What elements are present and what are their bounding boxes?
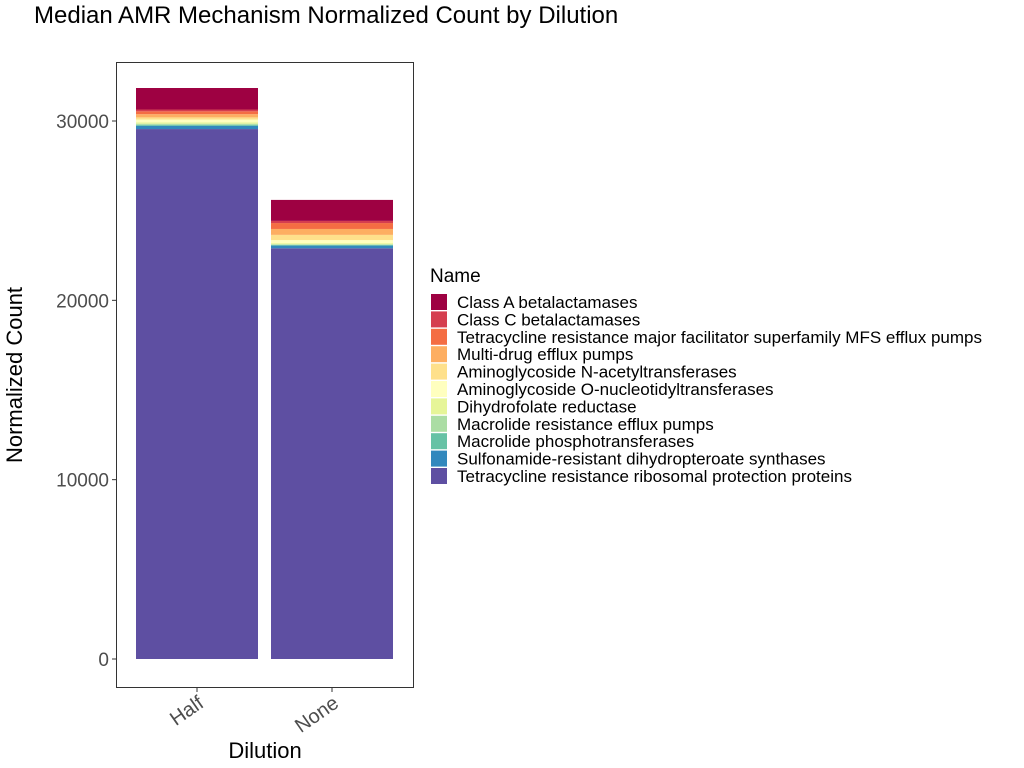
bar-segment-none-4 xyxy=(271,243,393,245)
legend-label: Multi-drug efflux pumps xyxy=(457,345,633,364)
legend-swatch xyxy=(431,311,447,328)
legend-label: Tetracycline resistance major facilitato… xyxy=(457,328,982,347)
bar-segment-half-4 xyxy=(136,122,258,124)
bar-segment-half-5 xyxy=(136,119,258,123)
legend-swatch xyxy=(431,294,447,310)
x-axis-label: Dilution xyxy=(228,738,301,763)
bar-segment-half-8 xyxy=(136,111,258,115)
legend-swatch xyxy=(431,398,447,415)
legend-label: Tetracycline resistance ribosomal protec… xyxy=(457,467,852,486)
bars-layer xyxy=(136,88,393,659)
bar-segment-none-2 xyxy=(271,244,393,246)
legend-title: Name xyxy=(430,266,481,287)
legend-swatch xyxy=(431,468,447,484)
bar-segment-half-10 xyxy=(136,88,258,110)
y-tick-label: 0 xyxy=(98,650,109,671)
legend-swatch xyxy=(431,415,447,432)
legend-swatch xyxy=(431,433,447,450)
bar-segment-none-10 xyxy=(271,199,393,221)
legend-label: Macrolide phosphotransferases xyxy=(457,432,694,451)
bar-segment-half-2 xyxy=(136,124,258,126)
legend-label: Macrolide resistance efflux pumps xyxy=(457,415,714,434)
bar-segment-none-7 xyxy=(271,228,393,235)
legend-label: Sulfonamide-resistant dihydropteroate sy… xyxy=(457,450,826,469)
legend-swatch xyxy=(431,381,447,397)
bar-segment-none-6 xyxy=(271,234,393,241)
legend-swatch xyxy=(431,363,447,380)
bar-segment-half-6 xyxy=(136,117,258,120)
legend-label: Dihydrofolate reductase xyxy=(457,397,637,416)
chart-title: Median AMR Mechanism Normalized Count by… xyxy=(34,2,618,29)
y-axis-label: Normalized Count xyxy=(2,287,27,463)
bar-segment-half-3 xyxy=(136,123,258,125)
bar-segment-half-1 xyxy=(136,125,258,130)
y-axis: 0 10000 20000 30000 xyxy=(56,112,117,671)
y-tick-label: 10000 xyxy=(56,471,109,492)
bar-segment-none-1 xyxy=(271,245,393,249)
bar-segment-half-9 xyxy=(136,109,258,112)
bar-segment-none-9 xyxy=(271,220,393,224)
bar-segment-none-0 xyxy=(271,248,393,659)
legend-swatch xyxy=(431,346,447,363)
x-tick-label: None xyxy=(291,692,343,737)
plot-panel-border xyxy=(116,62,414,688)
x-tick-label: Half xyxy=(166,692,208,731)
legend-label: Class A betalactamases xyxy=(457,293,637,312)
legend-swatch xyxy=(431,328,447,345)
y-tick-label: 30000 xyxy=(56,112,109,133)
legend-label: Aminoglycoside O-nucleotidyltransferases xyxy=(457,380,774,399)
bar-segment-none-5 xyxy=(271,240,393,244)
x-axis: Half None xyxy=(166,687,343,738)
legend-label: Aminoglycoside N-acetyltransferases xyxy=(457,363,737,382)
bar-segment-none-3 xyxy=(271,244,393,245)
legend-swatch xyxy=(431,450,447,467)
legend-label: Class C betalactamases xyxy=(457,310,640,329)
bar-segment-half-0 xyxy=(136,129,258,659)
bar-segment-none-8 xyxy=(271,223,393,229)
y-tick-label: 20000 xyxy=(56,291,109,312)
bar-segment-half-7 xyxy=(136,114,258,118)
